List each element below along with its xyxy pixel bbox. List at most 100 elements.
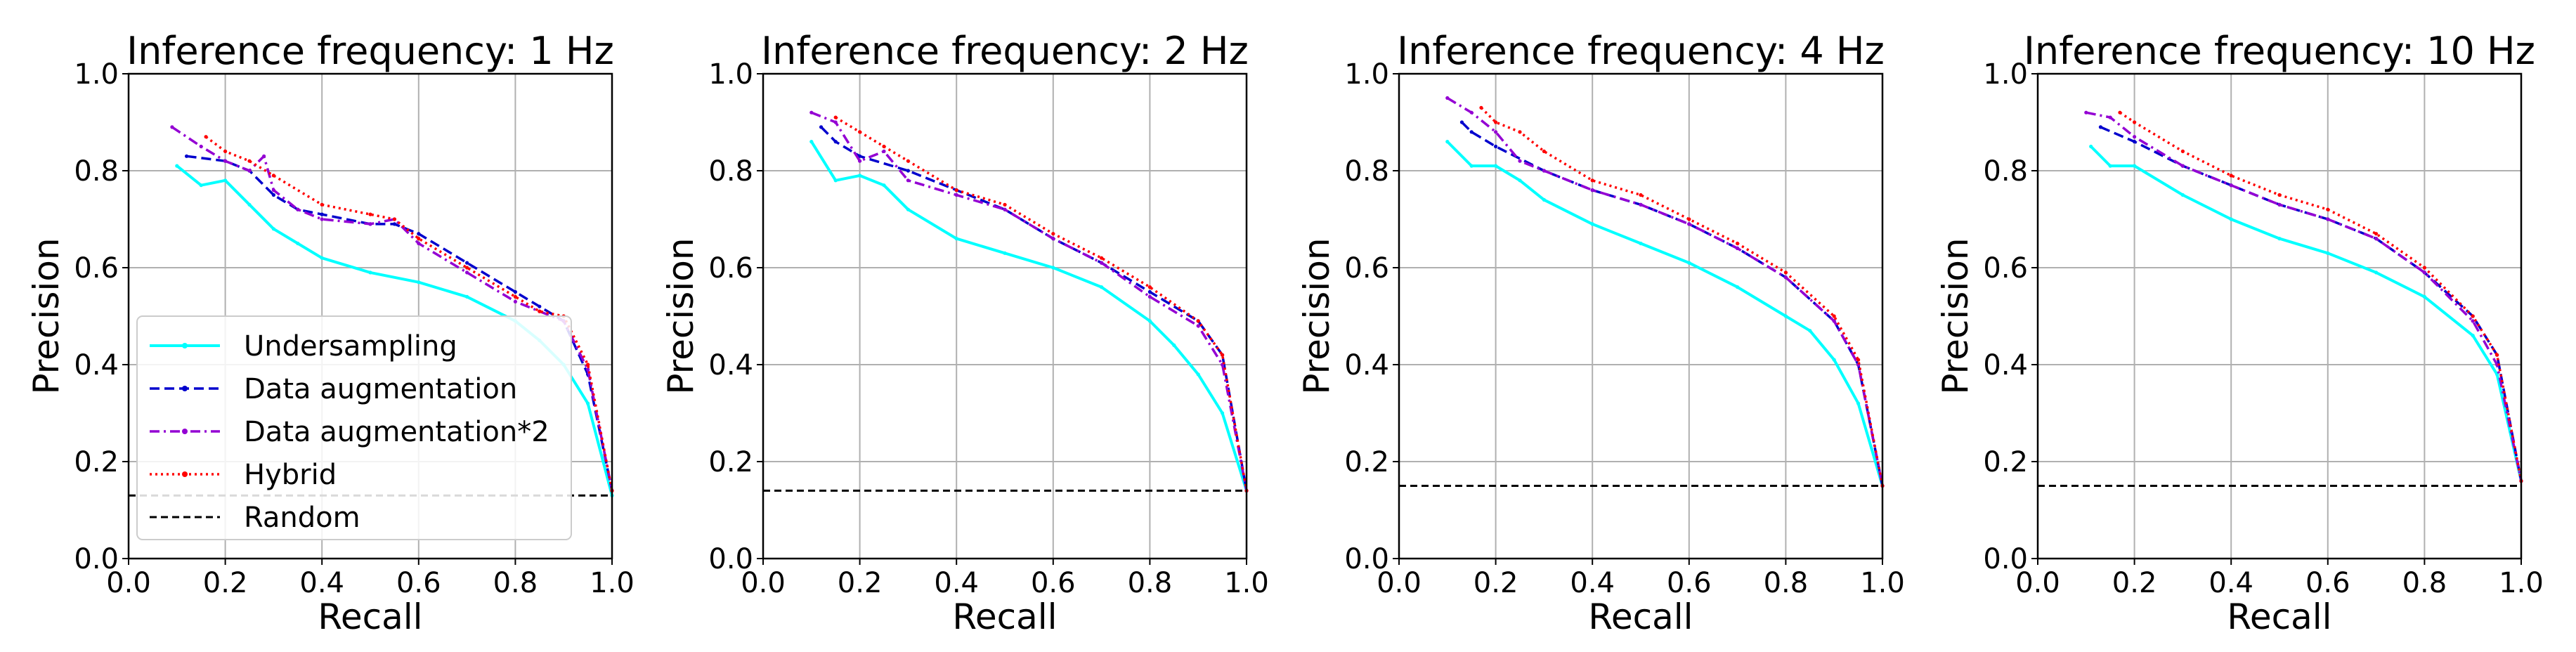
x-axis-label: Recall bbox=[1588, 596, 1693, 637]
data-point-data-augmentation bbox=[271, 193, 275, 197]
data-point-hybrid bbox=[858, 130, 862, 134]
data-point-undersampling bbox=[1856, 401, 1861, 405]
data-point-hybrid bbox=[2133, 120, 2137, 124]
data-point-hybrid bbox=[2118, 110, 2122, 115]
data-point-undersampling bbox=[199, 183, 203, 188]
data-point-undersampling bbox=[1808, 329, 1812, 333]
data-point-data-augmentation-2 bbox=[2374, 237, 2379, 241]
legend-label: Data augmentation*2 bbox=[244, 416, 549, 448]
x-axis-label: Recall bbox=[952, 596, 1057, 637]
y-tick-label: 0.2 bbox=[74, 446, 119, 478]
data-point-data-augmentation-2 bbox=[368, 222, 372, 226]
legend-item-undersampling: Undersampling bbox=[150, 330, 457, 363]
data-point-undersampling bbox=[1542, 197, 1546, 202]
y-tick-label: 0.0 bbox=[708, 543, 753, 575]
data-point-data-augmentation-2 bbox=[1518, 159, 1522, 163]
series-line-hybrid bbox=[2119, 111, 2523, 481]
x-tick-label: 0.2 bbox=[2112, 567, 2157, 599]
data-point-hybrid bbox=[2180, 149, 2185, 153]
data-point-hybrid bbox=[392, 217, 397, 221]
y-tick-label: 0.8 bbox=[1344, 155, 1389, 188]
axes-frame bbox=[1398, 72, 1884, 560]
data-point-undersampling bbox=[368, 270, 372, 275]
data-point-hybrid bbox=[417, 237, 421, 241]
y-axis-label: Precision bbox=[1296, 237, 1337, 394]
legend-item-data-augmentation-2: Data augmentation*2 bbox=[150, 416, 549, 448]
data-point-undersampling bbox=[320, 256, 324, 260]
data-point-undersampling bbox=[906, 207, 910, 211]
data-point-data-augmentation bbox=[320, 212, 324, 216]
x-tick-label: 0.4 bbox=[299, 567, 344, 599]
chart-panel-1: 0.0 0.2 0.4 0.6 0.8 1.00.00.20.40.60.81.0Infe… bbox=[26, 29, 635, 637]
x-tick-label: 0.8 bbox=[1764, 567, 1809, 599]
data-point-hybrid bbox=[247, 159, 252, 163]
chart-panel-3: 0.0 0.2 0.4 0.6 0.8 1.00.00.20.40.60.81.0Infe… bbox=[1296, 29, 1905, 637]
data-point-undersampling bbox=[2180, 193, 2185, 197]
data-point-data-augmentation-2 bbox=[247, 169, 252, 173]
data-point-data-augmentation-2 bbox=[320, 217, 324, 221]
axes-frame bbox=[2036, 72, 2523, 560]
data-point-hybrid bbox=[586, 363, 590, 367]
y-tick-label: 0.4 bbox=[74, 349, 119, 382]
y-axis-label: Precision bbox=[26, 237, 67, 394]
data-point-data-augmentation-2 bbox=[199, 144, 203, 149]
y-axis-label: Precision bbox=[1935, 237, 1976, 394]
data-point-hybrid bbox=[1196, 319, 1200, 323]
data-point-undersampling bbox=[2422, 294, 2426, 299]
x-tick-label: 0.0 bbox=[1377, 567, 1422, 599]
data-point-hybrid bbox=[2495, 353, 2499, 357]
data-point-data-augmentation-2 bbox=[2108, 115, 2112, 119]
data-point-data-augmentation-2 bbox=[1100, 261, 1104, 265]
data-point-data-augmentation bbox=[1494, 144, 1498, 149]
data-point-hybrid bbox=[1147, 285, 1152, 289]
data-point-hybrid bbox=[1783, 270, 1788, 275]
data-point-undersampling bbox=[1003, 251, 1007, 255]
data-point-undersampling bbox=[247, 202, 252, 207]
x-axis-label: Recall bbox=[2227, 596, 2331, 637]
data-point-data-augmentation-2 bbox=[954, 193, 958, 197]
data-point-data-augmentation-2 bbox=[882, 149, 886, 153]
data-point-hybrid bbox=[1687, 217, 1691, 221]
data-point-hybrid bbox=[2277, 193, 2282, 197]
data-point-undersampling bbox=[223, 178, 228, 183]
data-point-undersampling bbox=[954, 237, 958, 241]
x-tick-label: 0.2 bbox=[203, 567, 248, 599]
data-point-hybrid bbox=[2471, 314, 2475, 318]
x-tick-label: 0.6 bbox=[1031, 567, 1076, 599]
data-point-hybrid bbox=[223, 149, 228, 153]
data-point-undersampling bbox=[1445, 140, 1450, 144]
x-tick-label: 0.0 bbox=[106, 567, 151, 599]
data-point-hybrid bbox=[2422, 266, 2426, 270]
data-point-data-augmentation-2 bbox=[2229, 183, 2233, 188]
y-tick-label: 0.4 bbox=[708, 349, 753, 382]
legend: Undersampling Data augmentation Data augme… bbox=[136, 315, 572, 540]
data-point-hybrid bbox=[1003, 202, 1007, 207]
data-point-data-augmentation-2 bbox=[417, 241, 421, 246]
legend-item-data-augmentation: Data augmentation bbox=[150, 373, 517, 405]
data-point-data-augmentation-2 bbox=[170, 125, 174, 129]
data-point-data-augmentation-2 bbox=[1469, 110, 1474, 115]
data-point-undersampling bbox=[2374, 270, 2379, 275]
data-point-undersampling bbox=[1639, 241, 1643, 246]
data-point-data-augmentation-2 bbox=[1196, 324, 1200, 328]
y-tick-label: 0.6 bbox=[1344, 252, 1389, 285]
y-tick-label: 0.6 bbox=[708, 252, 753, 285]
legend-item-hybrid: Hybrid bbox=[150, 459, 337, 491]
data-point-undersampling bbox=[175, 164, 179, 168]
data-point-data-augmentation-2 bbox=[262, 154, 266, 158]
data-point-undersampling bbox=[1172, 343, 1176, 347]
data-point-undersampling bbox=[465, 294, 469, 299]
y-tick-label: 0.4 bbox=[1344, 349, 1389, 382]
data-point-data-augmentation-2 bbox=[833, 120, 838, 124]
y-tick-label: 0.0 bbox=[1344, 543, 1389, 575]
data-point-data-augmentation-2 bbox=[809, 110, 814, 115]
data-point-data-augmentation-2 bbox=[2084, 110, 2088, 115]
data-point-data-augmentation bbox=[2133, 140, 2137, 144]
data-point-hybrid bbox=[1221, 353, 1225, 357]
data-point-data-augmentation-2 bbox=[465, 270, 469, 275]
data-point-hybrid bbox=[204, 135, 208, 139]
data-point-data-augmentation-2 bbox=[296, 207, 300, 211]
data-point-data-augmentation bbox=[2098, 125, 2103, 129]
data-point-undersampling bbox=[2277, 237, 2282, 241]
